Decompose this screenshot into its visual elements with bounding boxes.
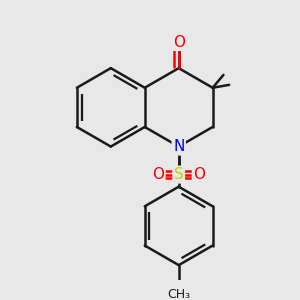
Text: O: O: [193, 167, 205, 182]
Text: O: O: [152, 167, 164, 182]
Text: CH₃: CH₃: [167, 289, 190, 300]
Text: N: N: [173, 139, 184, 154]
Text: O: O: [173, 34, 185, 50]
Text: S: S: [174, 167, 184, 182]
